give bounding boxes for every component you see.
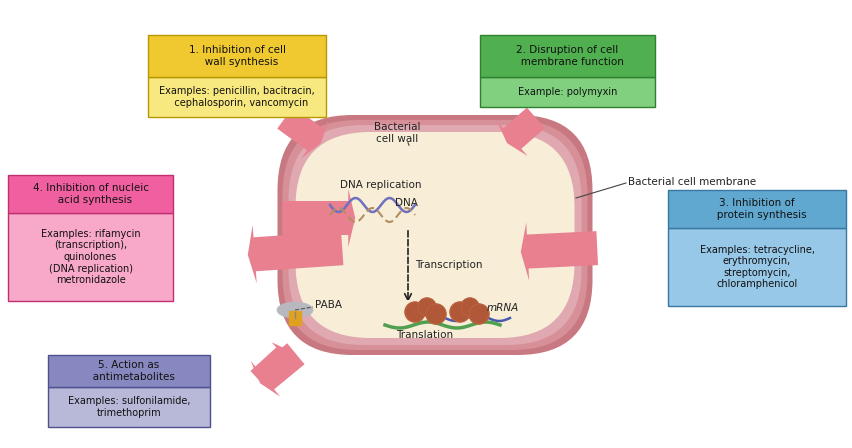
FancyBboxPatch shape (48, 387, 210, 427)
Ellipse shape (277, 302, 313, 318)
Text: 3. Inhibition of
   protein synthesis: 3. Inhibition of protein synthesis (707, 198, 807, 220)
Text: Transcription: Transcription (415, 260, 482, 270)
Text: Examples: tetracycline,
erythromycin,
streptomycin,
chloramphenicol: Examples: tetracycline, erythromycin, st… (699, 245, 815, 289)
FancyBboxPatch shape (296, 132, 574, 338)
Text: PABA: PABA (315, 300, 342, 310)
FancyBboxPatch shape (480, 77, 655, 107)
Circle shape (418, 298, 436, 316)
FancyBboxPatch shape (668, 190, 846, 228)
Text: Example: polymyxin: Example: polymyxin (518, 87, 617, 97)
Text: 4. Inhibition of nucleic
   acid synthesis: 4. Inhibition of nucleic acid synthesis (32, 183, 148, 205)
Circle shape (461, 298, 479, 316)
Text: mRNA: mRNA (487, 303, 519, 313)
Circle shape (426, 304, 446, 324)
FancyBboxPatch shape (8, 175, 173, 213)
FancyBboxPatch shape (8, 213, 173, 301)
Text: 1. Inhibition of cell
   wall synthesis: 1. Inhibition of cell wall synthesis (188, 45, 285, 67)
FancyBboxPatch shape (289, 125, 582, 345)
FancyBboxPatch shape (283, 120, 588, 350)
Text: DNA replication: DNA replication (340, 180, 422, 190)
Text: 2. Disruption of cell
   membrane function: 2. Disruption of cell membrane function (511, 45, 624, 67)
Text: Examples: sulfonilamide,
trimethoprim: Examples: sulfonilamide, trimethoprim (68, 396, 190, 418)
FancyBboxPatch shape (668, 228, 846, 306)
Text: Bacterial
cell wall: Bacterial cell wall (374, 122, 420, 144)
Text: DNA: DNA (395, 198, 417, 208)
Text: Examples: rifamycin
(transcription),
quinolones
(DNA replication)
metronidazole: Examples: rifamycin (transcription), qui… (41, 229, 141, 285)
Text: Bacterial cell membrane: Bacterial cell membrane (628, 177, 756, 187)
FancyBboxPatch shape (278, 115, 592, 355)
FancyBboxPatch shape (148, 35, 326, 77)
FancyBboxPatch shape (480, 35, 655, 77)
Circle shape (450, 302, 470, 322)
FancyBboxPatch shape (48, 355, 210, 387)
Text: Examples: penicillin, bacitracin,
   cephalosporin, vancomycin: Examples: penicillin, bacitracin, cephal… (159, 86, 315, 108)
Circle shape (469, 304, 489, 324)
Bar (289, 311, 301, 325)
Text: 5. Action as
   antimetabolites: 5. Action as antimetabolites (83, 360, 175, 382)
Text: Translation: Translation (396, 330, 453, 340)
Circle shape (405, 302, 425, 322)
FancyBboxPatch shape (148, 77, 326, 117)
